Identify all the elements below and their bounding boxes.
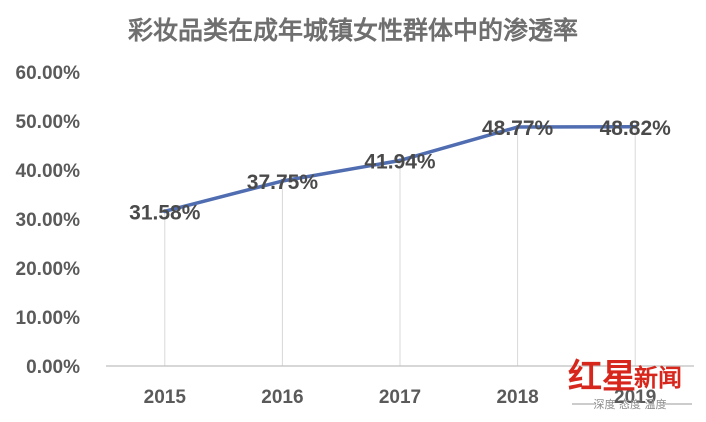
series-line-group <box>162 124 638 214</box>
x-tick-label: 2018 <box>496 387 538 408</box>
y-tick-label: 20.00% <box>16 259 81 280</box>
y-tick-label: 60.00% <box>16 63 81 84</box>
data-labels: 31.58% 37.75% 41.94% 48.77% 48.82% <box>129 117 671 224</box>
x-tick-label: 2015 <box>144 387 187 408</box>
data-point <box>515 125 520 130</box>
grid-lines <box>164 126 636 366</box>
y-tick-label: 30.00% <box>16 210 81 231</box>
x-tick-label: 2017 <box>379 387 421 408</box>
y-axis-ticks: 0.00% 10.00% 20.00% 30.00% 40.00% 50.00% 60.00… <box>16 63 81 378</box>
data-point <box>162 209 167 214</box>
x-tick-label: 2016 <box>261 387 303 408</box>
x-axis-ticks: 2015 2016 2017 2018 2019 <box>144 387 657 408</box>
data-point <box>398 158 402 163</box>
watermark-sub-text: 新闻 <box>634 363 682 392</box>
data-label: 41.94% <box>364 150 436 173</box>
watermark-main-text: 红星 <box>568 357 636 397</box>
y-tick-label: 40.00% <box>16 161 81 182</box>
watermark-logo: 红星 新闻 深度 态度 温度 <box>568 357 692 411</box>
data-label: 48.82% <box>600 117 672 140</box>
data-label: 31.58% <box>129 201 201 224</box>
data-point <box>633 124 638 129</box>
data-label: 37.75% <box>247 171 319 194</box>
data-label: 48.77% <box>482 117 554 140</box>
y-tick-label: 10.00% <box>16 308 81 329</box>
watermark-tagline: 深度 态度 温度 <box>594 397 667 411</box>
y-tick-label: 50.00% <box>16 112 81 133</box>
x-tick-label: 2019 <box>614 387 656 408</box>
y-tick-label: 0.00% <box>26 357 80 378</box>
data-point <box>280 179 285 184</box>
chart-title: 彩妆品类在成年城镇女性群体中的渗透率 <box>128 16 578 45</box>
